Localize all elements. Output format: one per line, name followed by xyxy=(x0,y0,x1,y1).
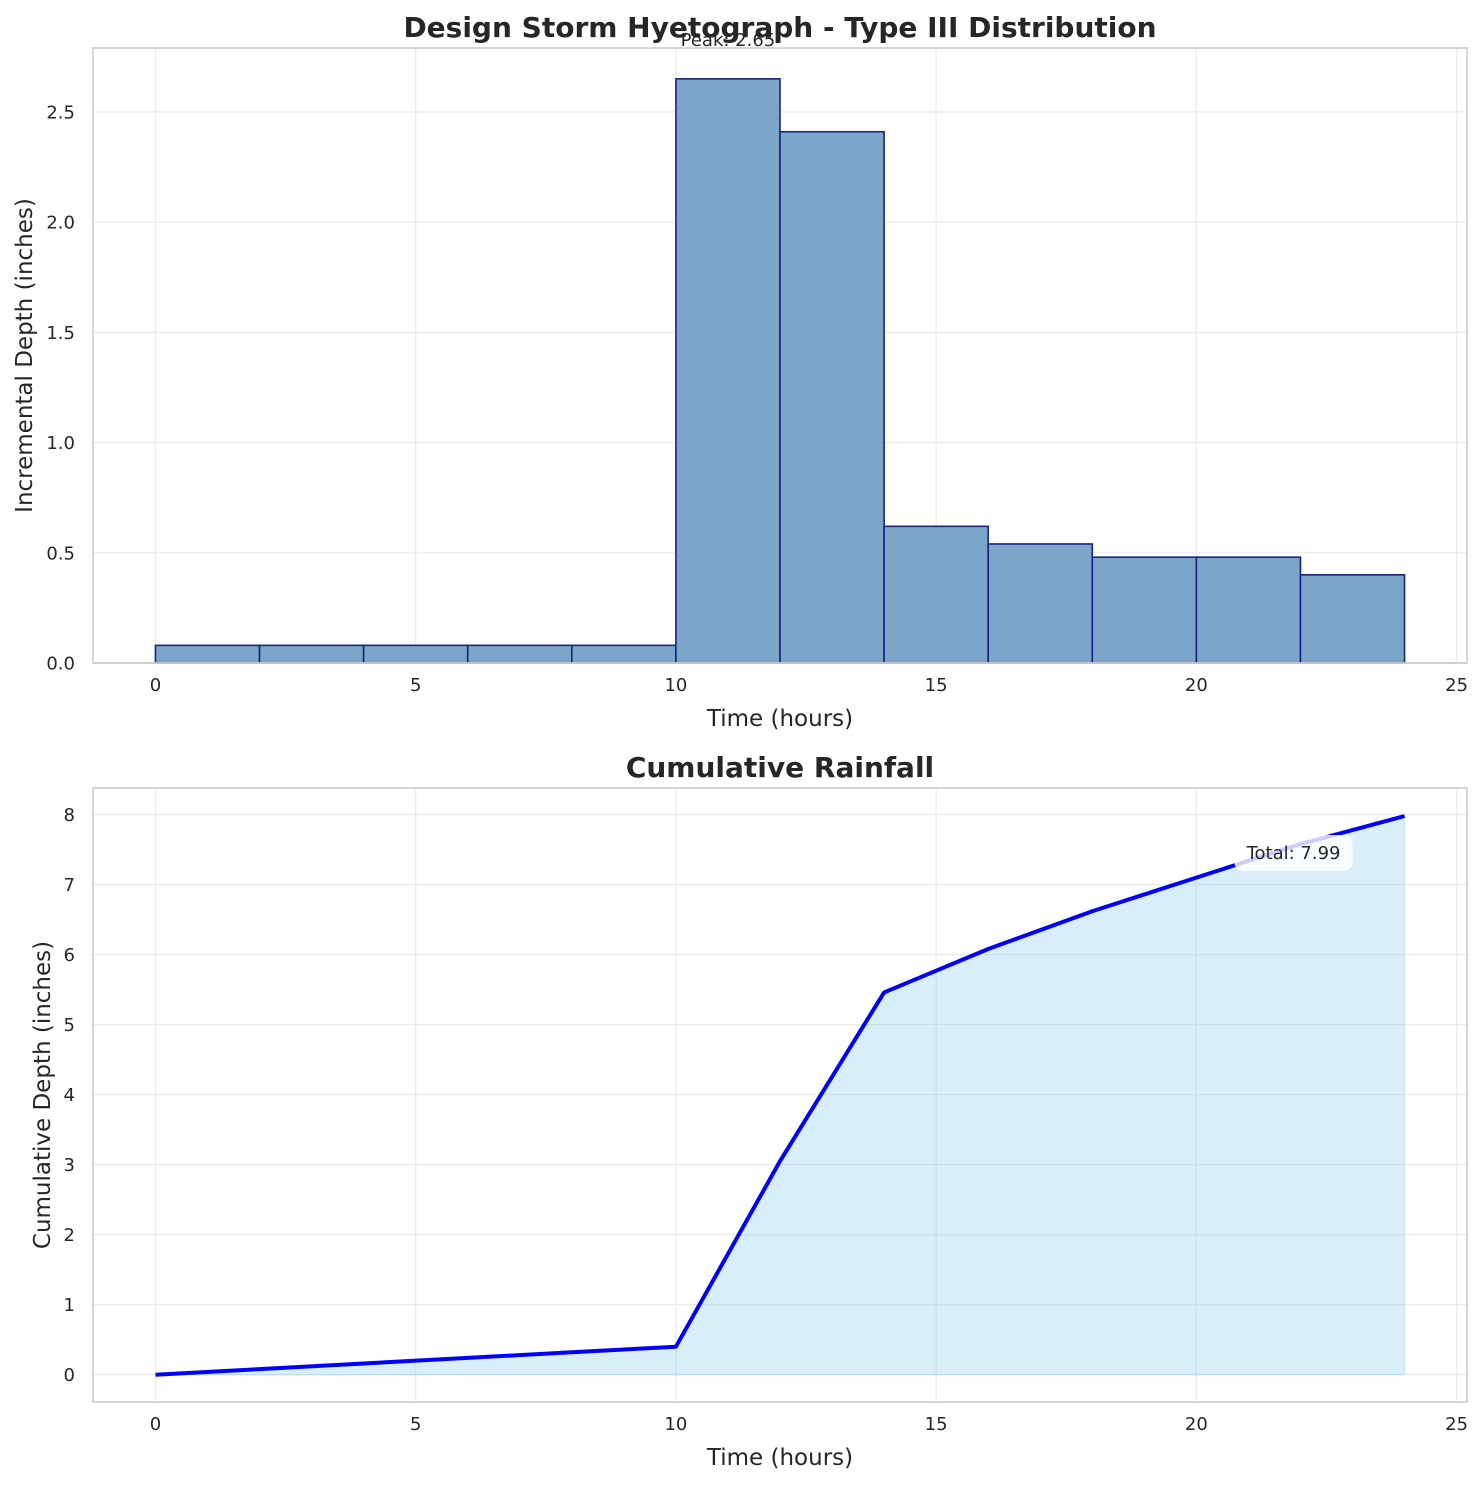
y-tick-label: 1 xyxy=(64,1295,75,1316)
hyetograph-panel: 0 5 10 15 20 250.00.51.01.52.02.5 Peak: 2.65 … xyxy=(12,11,1468,732)
cumulative-y-axis-label: Cumulative Depth (inches) xyxy=(30,941,56,1249)
total-annotation: Total: 7.99 xyxy=(1246,843,1341,864)
hyetograph-bar xyxy=(571,644,677,664)
hyetograph-bar xyxy=(779,130,885,664)
y-tick-label: 3 xyxy=(64,1155,75,1176)
cumulative-title: Cumulative Rainfall xyxy=(626,751,934,784)
total-annotation-box: Total: 7.99 xyxy=(1234,835,1353,872)
hyetograph-title: Design Storm Hyetograph - Type III Distr… xyxy=(403,11,1156,44)
hyetograph-frame xyxy=(92,47,1468,664)
y-tick-label: 5 xyxy=(64,1015,75,1036)
hyetograph-bar xyxy=(1195,556,1302,664)
cumulative-grid xyxy=(93,788,1467,1402)
y-tick-label: 2 xyxy=(64,1225,75,1246)
hyetograph-bar xyxy=(258,644,365,664)
y-tick-label: 1.5 xyxy=(46,323,75,344)
hyetograph-bar xyxy=(883,525,989,664)
peak-annotation: Peak: 2.65 xyxy=(681,30,776,51)
y-tick-label: 8 xyxy=(64,805,75,826)
x-tick-label: 20 xyxy=(1185,675,1208,696)
hyetograph-bar xyxy=(675,78,781,664)
x-tick-label: 15 xyxy=(925,1414,948,1435)
y-tick-label: 1.0 xyxy=(46,433,75,454)
y-tick-label: 0.5 xyxy=(46,543,75,564)
cumulative-x-axis-label: Time (hours) xyxy=(706,1445,853,1471)
hyetograph-bar xyxy=(362,644,469,664)
x-tick-label: 10 xyxy=(664,675,687,696)
x-tick-label: 0 xyxy=(150,1414,161,1435)
hyetograph-ticks: 0 5 10 15 20 25 0.0 0.5 1.0 1.5 2.0 2.5 xyxy=(46,102,1468,696)
x-tick-label: 0 xyxy=(150,675,161,696)
x-tick-label: 5 xyxy=(410,675,421,696)
x-tick-label: 10 xyxy=(664,1414,687,1435)
y-tick-label: 2.5 xyxy=(46,102,75,123)
hyetograph-bar xyxy=(1091,556,1198,664)
y-tick-label: 0.0 xyxy=(46,654,75,675)
cumulative-panel: 0 5 10 15 20 25 0 1 2 3 4 5 6 7 8 Total: 7.99 Cumulati… xyxy=(30,751,1468,1471)
x-tick-label: 5 xyxy=(410,1414,421,1435)
y-tick-label: 4 xyxy=(64,1085,75,1106)
hyetograph-y-axis-label: Incremental Depth (inches) xyxy=(12,198,38,513)
hyetograph-bar xyxy=(466,644,573,664)
x-tick-label: 20 xyxy=(1185,1414,1208,1435)
hyetograph-x-axis-label: Time (hours) xyxy=(706,706,853,732)
y-tick-label: 7 xyxy=(64,875,75,896)
hyetograph-bars xyxy=(93,78,1467,664)
cumulative-line xyxy=(155,814,1406,1377)
x-tick-label: 25 xyxy=(1445,1414,1468,1435)
hyetograph-bar xyxy=(154,644,261,664)
y-tick-label: 6 xyxy=(64,945,75,966)
hyetograph-bar xyxy=(987,543,1094,664)
cumulative-frame xyxy=(92,787,1468,1403)
y-tick-label: 0 xyxy=(64,1365,75,1386)
cumulative-ticks: 0 5 10 15 20 25 0 1 2 3 4 5 6 7 8 xyxy=(64,805,1468,1435)
x-tick-label: 25 xyxy=(1445,675,1468,696)
y-tick-label: 2.0 xyxy=(46,213,75,234)
hyetograph-bar xyxy=(1299,574,1406,664)
x-tick-label: 15 xyxy=(925,675,948,696)
cumulative-area xyxy=(155,814,1406,1377)
